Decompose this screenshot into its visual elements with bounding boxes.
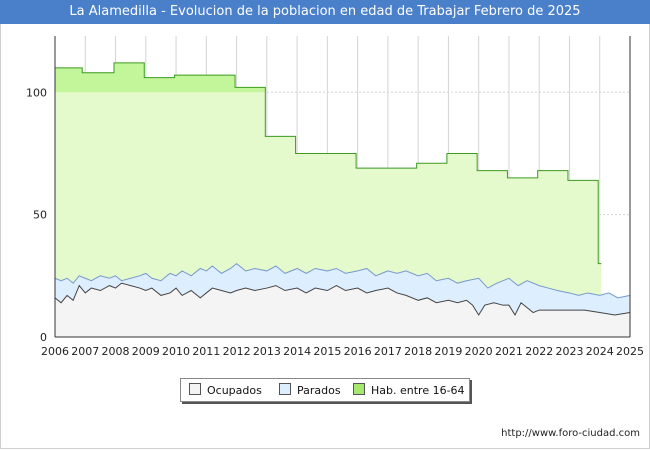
series-areas	[54, 62, 631, 337]
x-tick-label-2010: 2010	[162, 345, 190, 358]
x-tick-label-2007: 2007	[71, 345, 99, 358]
x-tick-label-2024: 2024	[586, 345, 614, 358]
series-line-ocupados	[54, 282, 631, 317]
x-tick-label-2014: 2014	[283, 345, 311, 358]
legend-label-parados: Parados	[297, 384, 341, 397]
x-tick-label-2016: 2016	[344, 345, 372, 358]
x-tick-label-2013: 2013	[253, 345, 281, 358]
axes	[54, 36, 631, 338]
chart-title: La Alamedilla - Evolucion de la poblacio…	[0, 0, 650, 24]
legend-swatch-hab	[353, 383, 365, 395]
x-tick-label-2025: 2025	[616, 345, 644, 358]
tick-labels: 2006 2007 2008 2009 2010 2011 2012 2013 2014 2015…	[26, 86, 644, 358]
legend-item-parados: Parados	[279, 383, 341, 397]
legend-label-hab: Hab. entre 16-64	[371, 384, 465, 397]
x-tick-label-2006: 2006	[41, 345, 69, 358]
x-tick-label-2017: 2017	[374, 345, 402, 358]
x-tick-label-2011: 2011	[192, 345, 220, 358]
x-tick-label-2021: 2021	[495, 345, 523, 358]
x-tick-label-2015: 2015	[313, 345, 341, 358]
footer-url: http://www.foro-ciudad.com	[501, 428, 640, 439]
legend-item-hab: Hab. entre 16-64	[353, 383, 465, 397]
x-tick-label-2019: 2019	[434, 345, 462, 358]
series-line-parados	[54, 262, 631, 299]
x-tick-label-2022: 2022	[525, 345, 553, 358]
x-tick-label-2008: 2008	[102, 345, 130, 358]
x-tick-label-2020: 2020	[465, 345, 493, 358]
series-area-hab	[55, 62, 602, 337]
y-tick-label-0: 0	[40, 331, 47, 344]
y-tick-label-100: 100	[26, 86, 47, 99]
legend-item-ocupados: Ocupados	[189, 383, 262, 397]
x-tick-label-2023: 2023	[555, 345, 583, 358]
series-line-hab	[55, 62, 602, 265]
legend-swatch-ocupados	[189, 383, 201, 395]
y-tick-label-50: 50	[33, 209, 47, 222]
legend-label-ocupados: Ocupados	[207, 384, 262, 397]
x-tick-label-2018: 2018	[404, 345, 432, 358]
x-tick-label-2009: 2009	[132, 345, 160, 358]
x-tick-label-2012: 2012	[223, 345, 251, 358]
legend-swatch-parados	[279, 383, 291, 395]
chart-legend: Ocupados Parados Hab. entre 16-64	[180, 378, 470, 402]
